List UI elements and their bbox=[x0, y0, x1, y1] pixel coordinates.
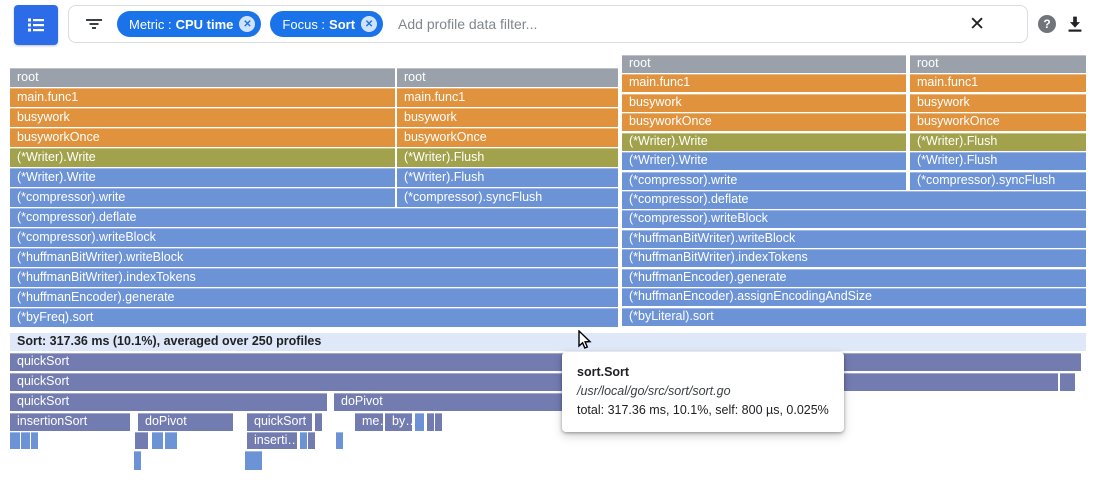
flame-bar[interactable]: busyworkOnce bbox=[10, 128, 395, 147]
flame-bar[interactable]: (*huffmanBitWriter).writeBlock bbox=[10, 248, 618, 267]
flame-bar[interactable]: (*compressor).write bbox=[622, 172, 906, 190]
flame-bar[interactable]: busywork bbox=[622, 94, 906, 112]
flame-bar[interactable] bbox=[300, 432, 307, 449]
tooltip-function-name: sort.Sort bbox=[577, 365, 630, 379]
flame-bar[interactable]: (*Writer).Write bbox=[10, 168, 395, 187]
flame-bar[interactable]: main.func1 bbox=[10, 88, 395, 107]
flame-bar[interactable]: (*compressor).writeBlock bbox=[622, 210, 1086, 228]
flame-bar[interactable]: quickSort bbox=[247, 413, 312, 431]
flame-bar[interactable] bbox=[435, 413, 442, 431]
chip-value: CPU time bbox=[175, 16, 234, 32]
flame-bar[interactable]: busywork bbox=[397, 108, 618, 127]
flame-bar[interactable]: main.func1 bbox=[622, 74, 906, 92]
flame-bar[interactable]: main.func1 bbox=[910, 74, 1086, 92]
flame-bar[interactable]: main.func1 bbox=[397, 88, 618, 107]
flame-bar[interactable] bbox=[415, 413, 424, 431]
flame-bar[interactable] bbox=[315, 413, 322, 431]
flame-bar[interactable]: (*compressor).deflate bbox=[622, 191, 1086, 209]
flame-bar[interactable]: busyworkOnce bbox=[397, 128, 618, 147]
flame-bar[interactable]: (*huffmanEncoder).generate bbox=[10, 288, 618, 307]
flame-bar[interactable] bbox=[170, 432, 177, 449]
filter-chip-focus[interactable]: Focus : Sort ✕ bbox=[270, 11, 384, 37]
flame-bar[interactable]: (*Writer).Flush bbox=[910, 133, 1086, 151]
flame-bar[interactable]: root bbox=[397, 68, 618, 87]
flame-bar[interactable]: busywork bbox=[910, 94, 1086, 112]
flame-bar[interactable] bbox=[336, 432, 343, 449]
chip-prefix: Focus : bbox=[282, 16, 326, 32]
view-list-icon bbox=[28, 18, 44, 32]
flame-bar[interactable]: (*compressor).write bbox=[10, 188, 395, 207]
flame-bar[interactable]: doPivot bbox=[138, 413, 233, 431]
flame-bar[interactable]: (*Writer).Write bbox=[622, 133, 906, 151]
flame-bar[interactable] bbox=[250, 451, 257, 470]
filter-list-icon bbox=[85, 17, 103, 31]
flame-bar[interactable] bbox=[165, 432, 172, 449]
flame-bar[interactable]: (*Writer).Write bbox=[622, 152, 906, 170]
flame-bar[interactable]: root bbox=[622, 55, 906, 73]
flame-bar[interactable]: (*huffmanEncoder).assignEncodingAndSize bbox=[622, 288, 1086, 306]
flame-bar[interactable]: (*compressor).syncFlush bbox=[397, 188, 618, 207]
flame-bar[interactable]: (*Writer).Flush bbox=[397, 148, 618, 167]
filter-input[interactable]: Add profile data filter... bbox=[398, 16, 538, 32]
flame-bar[interactable] bbox=[245, 451, 252, 470]
chip-remove-icon[interactable]: ✕ bbox=[361, 16, 378, 32]
mouse-cursor bbox=[576, 329, 594, 355]
flame-bar[interactable]: (*Writer).Flush bbox=[397, 168, 618, 187]
flame-bar[interactable]: quickSort bbox=[10, 393, 327, 411]
help-icon[interactable]: ? bbox=[1038, 15, 1056, 33]
flame-bar[interactable] bbox=[255, 451, 262, 470]
flame-bar[interactable]: inserti… bbox=[247, 432, 297, 449]
flame-bar[interactable]: (*Writer).Flush bbox=[910, 152, 1086, 170]
flame-bar[interactable]: quickSort bbox=[10, 373, 1058, 391]
tooltip-source-path: /usr/local/go/src/sort/sort.go bbox=[577, 384, 731, 398]
frame-tooltip: sort.Sort /usr/local/go/src/sort/sort.go… bbox=[562, 352, 844, 432]
flame-bar[interactable]: quickSort bbox=[10, 353, 1081, 371]
flame-bar[interactable]: me… bbox=[355, 413, 383, 431]
flame-bar[interactable]: (*huffmanBitWriter).indexTokens bbox=[622, 249, 1086, 267]
flame-bar[interactable] bbox=[31, 432, 38, 449]
flame-bar[interactable]: insertionSort bbox=[10, 413, 130, 431]
flame-bar[interactable] bbox=[152, 432, 163, 449]
flame-bar[interactable]: (*Writer).Write bbox=[10, 148, 395, 167]
download-icon[interactable] bbox=[1064, 13, 1086, 40]
flame-bar[interactable]: (*compressor).writeBlock bbox=[10, 228, 618, 247]
flame-bar[interactable]: busyworkOnce bbox=[622, 113, 906, 131]
flame-bar[interactable] bbox=[427, 413, 434, 431]
filter-bar[interactable]: Metric : CPU time ✕ Focus : Sort ✕ Add p… bbox=[68, 5, 1028, 43]
chip-prefix: Metric : bbox=[129, 16, 172, 32]
clear-filter-icon[interactable]: ✕ bbox=[969, 13, 985, 35]
flame-bar[interactable]: by… bbox=[385, 413, 412, 431]
flame-bar[interactable]: Sort: 317.36 ms (10.1%), averaged over 2… bbox=[10, 333, 1086, 351]
chip-remove-icon[interactable]: ✕ bbox=[239, 16, 256, 32]
flame-bar[interactable]: busywork bbox=[10, 108, 395, 127]
view-list-button[interactable] bbox=[14, 5, 58, 45]
flame-bar[interactable]: (*huffmanEncoder).generate bbox=[622, 269, 1086, 287]
flame-bar[interactable] bbox=[10, 432, 20, 449]
flame-bar[interactable]: (*huffmanBitWriter).writeBlock bbox=[622, 230, 1086, 248]
tooltip-stats: total: 317.36 ms, 10.1%, self: 800 µs, 0… bbox=[577, 403, 829, 417]
flame-bar[interactable]: (*byFreq).sort bbox=[10, 308, 618, 327]
flame-bar[interactable]: busyworkOnce bbox=[910, 113, 1086, 131]
flame-bar[interactable]: root bbox=[10, 68, 395, 87]
flame-bar[interactable]: root bbox=[910, 55, 1086, 73]
flame-bar[interactable] bbox=[1060, 373, 1075, 391]
flame-bar[interactable]: (*compressor).syncFlush bbox=[910, 172, 1086, 190]
flame-bar[interactable] bbox=[135, 432, 148, 449]
filter-chip-metric[interactable]: Metric : CPU time ✕ bbox=[117, 11, 262, 37]
flame-bar[interactable] bbox=[21, 432, 30, 449]
flame-bar[interactable]: doPivot bbox=[334, 393, 620, 411]
flame-bar[interactable] bbox=[134, 451, 141, 470]
flame-bar[interactable]: (*byLiteral).sort bbox=[622, 308, 1086, 326]
flame-bar[interactable] bbox=[308, 432, 315, 449]
chip-value: Sort bbox=[329, 16, 356, 32]
flame-bar[interactable]: (*compressor).deflate bbox=[10, 208, 618, 227]
flame-bar[interactable]: (*huffmanBitWriter).indexTokens bbox=[10, 268, 618, 287]
